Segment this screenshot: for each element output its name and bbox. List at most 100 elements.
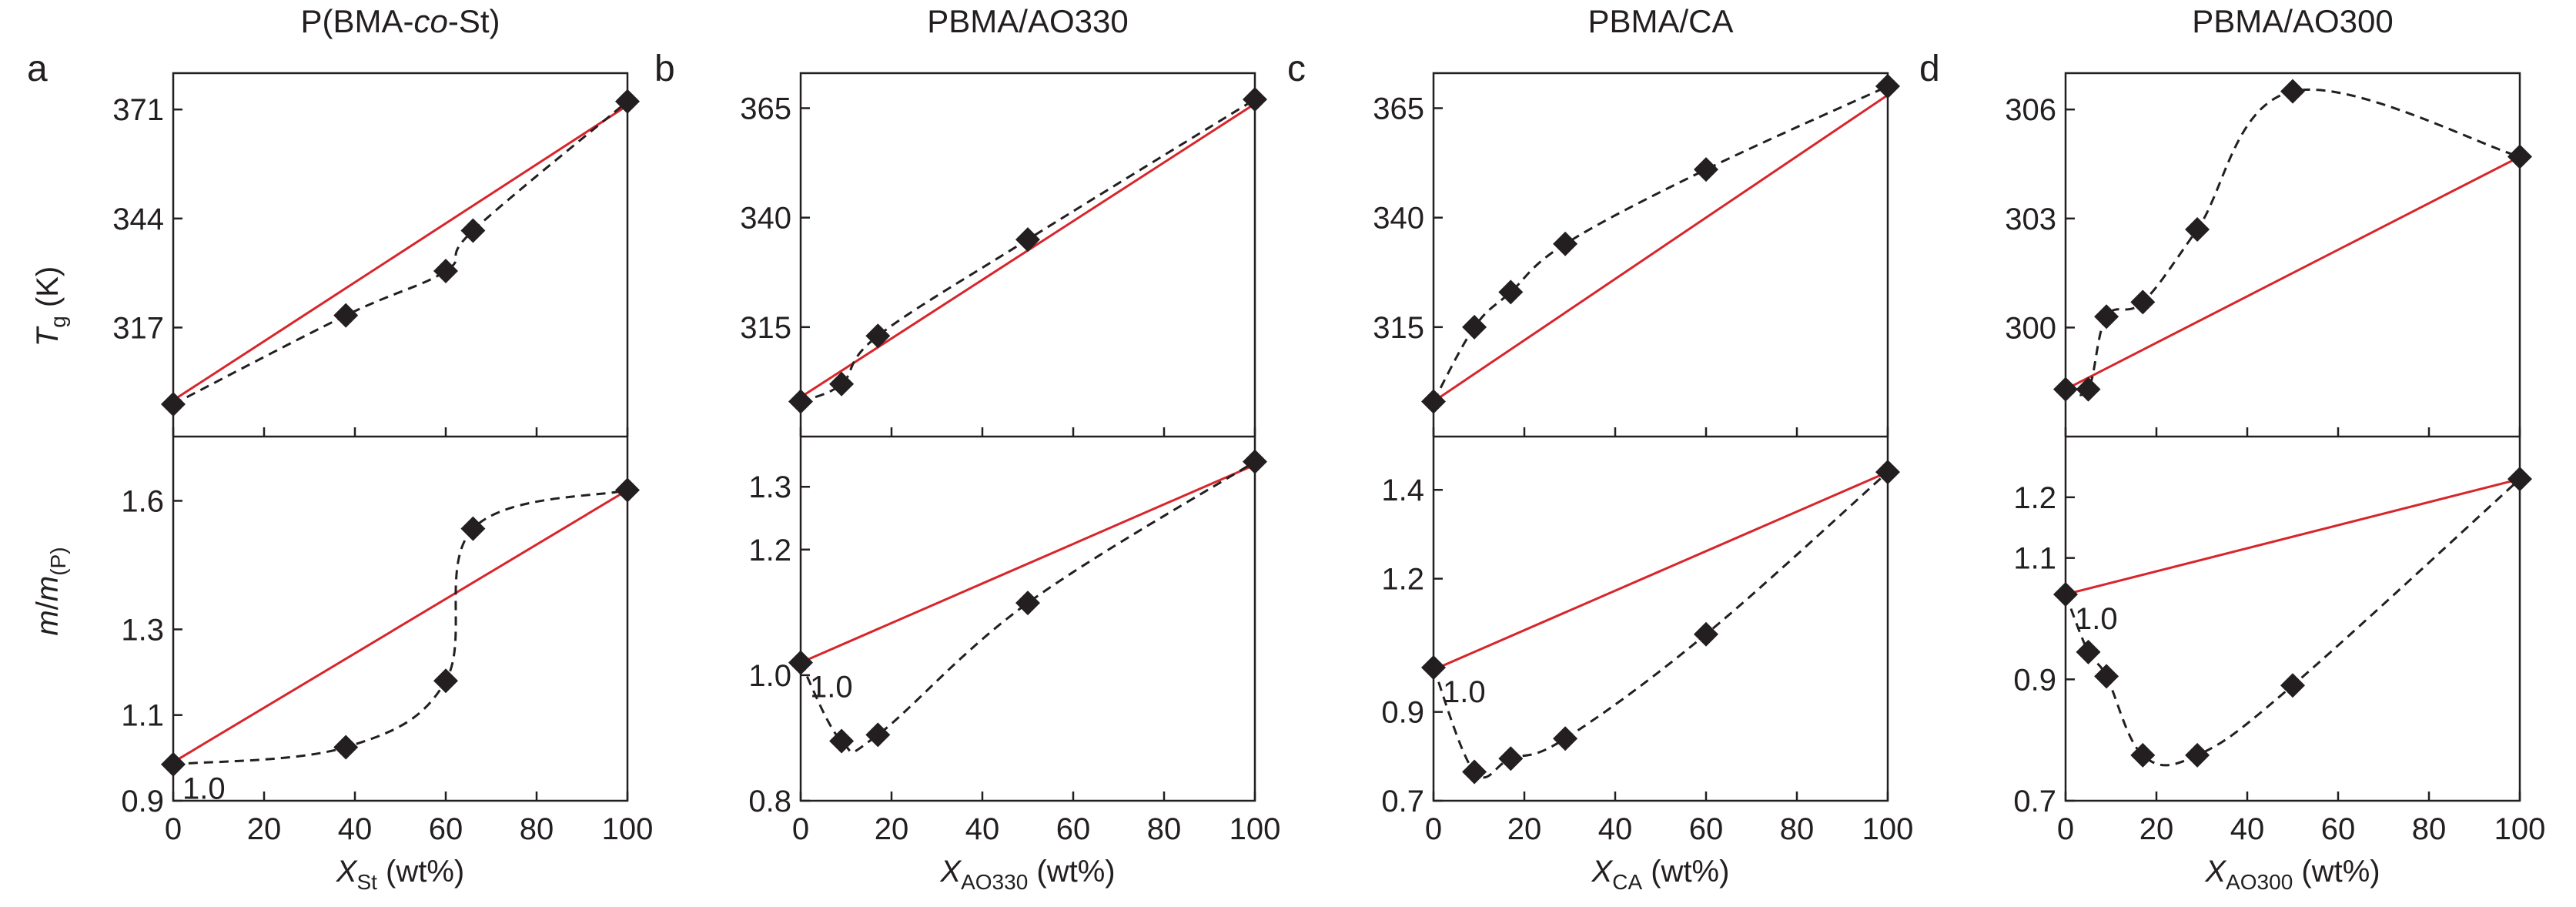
- data-point-diamond: [2076, 639, 2101, 664]
- svg-text:Tg (K): Tg (K): [31, 266, 70, 346]
- data-point-diamond: [1553, 231, 1578, 256]
- title-part: PBMA/AO330: [927, 3, 1128, 39]
- data-point-diamond: [2130, 742, 2156, 768]
- subplot-bottom: 0.91.11.31.61.0: [121, 477, 640, 818]
- panel-title: PBMA/AO300: [2192, 3, 2393, 39]
- y-tick-label: 0.9: [1381, 696, 1424, 730]
- y-tick-label: 0.9: [121, 785, 164, 818]
- data-point-diamond: [1694, 157, 1718, 182]
- linear-mixing-line: [1434, 470, 1888, 671]
- x-tick-label: 40: [2230, 812, 2265, 846]
- data-point-diamond: [865, 722, 891, 748]
- panel-letter: a: [27, 49, 48, 89]
- x-tick-label: 20: [2139, 812, 2174, 846]
- x-label-unit: (wt%): [377, 855, 464, 889]
- panel-title: PBMA/CA: [1587, 3, 1733, 39]
- y-tick-label: 300: [2005, 311, 2056, 345]
- dashed-trend-curve: [1434, 471, 1888, 779]
- x-tick-label: 40: [965, 812, 1000, 846]
- data-point-diamond: [333, 303, 359, 328]
- y-tick-label: 1.0: [748, 659, 791, 693]
- y-tick-label: 371: [112, 93, 164, 127]
- data-point-diamond: [2130, 290, 2156, 315]
- subplot-top: 315 340 365: [740, 87, 1267, 437]
- reference-annotation: 1.0: [2075, 602, 2118, 636]
- data-point-diamond: [829, 371, 855, 397]
- data-point-diamond: [2094, 664, 2119, 689]
- x-tick-label: 60: [429, 812, 463, 846]
- svg-text:m/m(P): m/m(P): [31, 547, 70, 635]
- y-tick-label: 1.2: [1381, 563, 1424, 597]
- linear-mixing-line: [1434, 94, 1888, 403]
- x-axis-label: XAO330 (wt%): [939, 855, 1115, 894]
- panel-letter: d: [1919, 49, 1940, 89]
- linear-mixing-line: [801, 464, 1255, 664]
- chart-panel-c: c PBMA/CA 315 340 365 0.7 0.9 1.2 1.4 1.0 0 20 40 60 8…: [1287, 3, 1913, 894]
- panel-letter: b: [654, 49, 675, 89]
- title-part: PBMA/AO300: [2192, 3, 2393, 39]
- x-label-sub: AO300: [2226, 870, 2293, 894]
- x-tick-label: 40: [1598, 812, 1633, 846]
- x-tick-label: 20: [875, 812, 909, 846]
- y-tick-label: 1.2: [2013, 481, 2056, 515]
- y-tick-label: 344: [112, 202, 164, 236]
- y-tick-label: 340: [740, 202, 791, 236]
- x-tick-label: 20: [1507, 812, 1542, 846]
- x-tick-label: 80: [520, 812, 554, 846]
- x-tick-label: 0: [792, 812, 809, 846]
- x-tick-label: 60: [1056, 812, 1091, 846]
- y-tick-label: 1.1: [121, 699, 164, 733]
- y-tick-label: 317: [112, 311, 164, 345]
- x-tick-label: 100: [602, 812, 654, 846]
- data-point-diamond: [1015, 227, 1040, 253]
- data-point-diamond: [2280, 79, 2305, 104]
- title-part-italic: co: [413, 3, 447, 39]
- y-tick-label: 303: [2005, 202, 2056, 236]
- x-tick-label: 80: [1147, 812, 1182, 846]
- y-tick-label: 365: [740, 92, 791, 126]
- x-tick-label: 0: [165, 812, 182, 846]
- y-tick-label: 365: [1373, 92, 1424, 126]
- x-tick-label: 80: [1780, 812, 1815, 846]
- x-tick-label: 100: [1862, 812, 1914, 846]
- data-point-diamond: [433, 258, 458, 283]
- x-label-main: X: [1591, 855, 1614, 889]
- dashed-trend-curve: [2066, 478, 2520, 767]
- data-point-diamond: [1498, 746, 1524, 771]
- data-point-diamond: [2094, 304, 2119, 330]
- y-tick-label: 0.7: [2013, 785, 2056, 818]
- data-point-diamond: [1462, 314, 1487, 340]
- x-axis-label: XCA (wt%): [1591, 855, 1730, 894]
- subplot-bottom: 0.7 0.9 1.1 1.2 1.0: [2013, 467, 2532, 818]
- x-tick-label: 0: [1425, 812, 1442, 846]
- y-tick-label: 1.3: [121, 613, 164, 647]
- data-point-diamond: [2185, 742, 2210, 768]
- chart-panel-d: d PBMA/AO300 300 303 306 0.7 0.9 1.1 1.2 1.0 0 20 40…: [1919, 3, 2545, 894]
- x-label-sub: AO330: [961, 870, 1028, 894]
- data-point-diamond: [829, 728, 855, 754]
- x-tick-label: 80: [2412, 812, 2447, 846]
- data-point-diamond: [2076, 377, 2101, 402]
- y-tick-label: 340: [1373, 202, 1424, 236]
- panel-title: PBMA/AO330: [927, 3, 1128, 39]
- y-tick-label: 315: [1373, 311, 1424, 345]
- y-tick-label: 1.6: [121, 484, 164, 518]
- dashed-trend-curve: [2066, 89, 2520, 397]
- x-label-unit: (wt%): [1642, 855, 1729, 889]
- data-point-diamond: [433, 668, 458, 694]
- dashed-trend-curve: [801, 98, 1255, 403]
- y-label-bottom: m/m(P): [31, 547, 70, 635]
- linear-mixing-line: [2066, 477, 2520, 596]
- x-tick-label: 60: [1689, 812, 1724, 846]
- y-tick-label: 1.1: [2013, 542, 2056, 576]
- x-label-sub: St: [356, 870, 377, 894]
- x-tick-label: 60: [2321, 812, 2356, 846]
- data-point-diamond: [1015, 591, 1040, 616]
- x-label-main: X: [336, 855, 358, 889]
- x-tick-label: 40: [338, 812, 373, 846]
- data-point-diamond: [2185, 216, 2210, 242]
- linear-mixing-line: [173, 104, 627, 402]
- data-point-diamond: [1553, 726, 1578, 751]
- x-tick-label: 100: [2494, 812, 2546, 846]
